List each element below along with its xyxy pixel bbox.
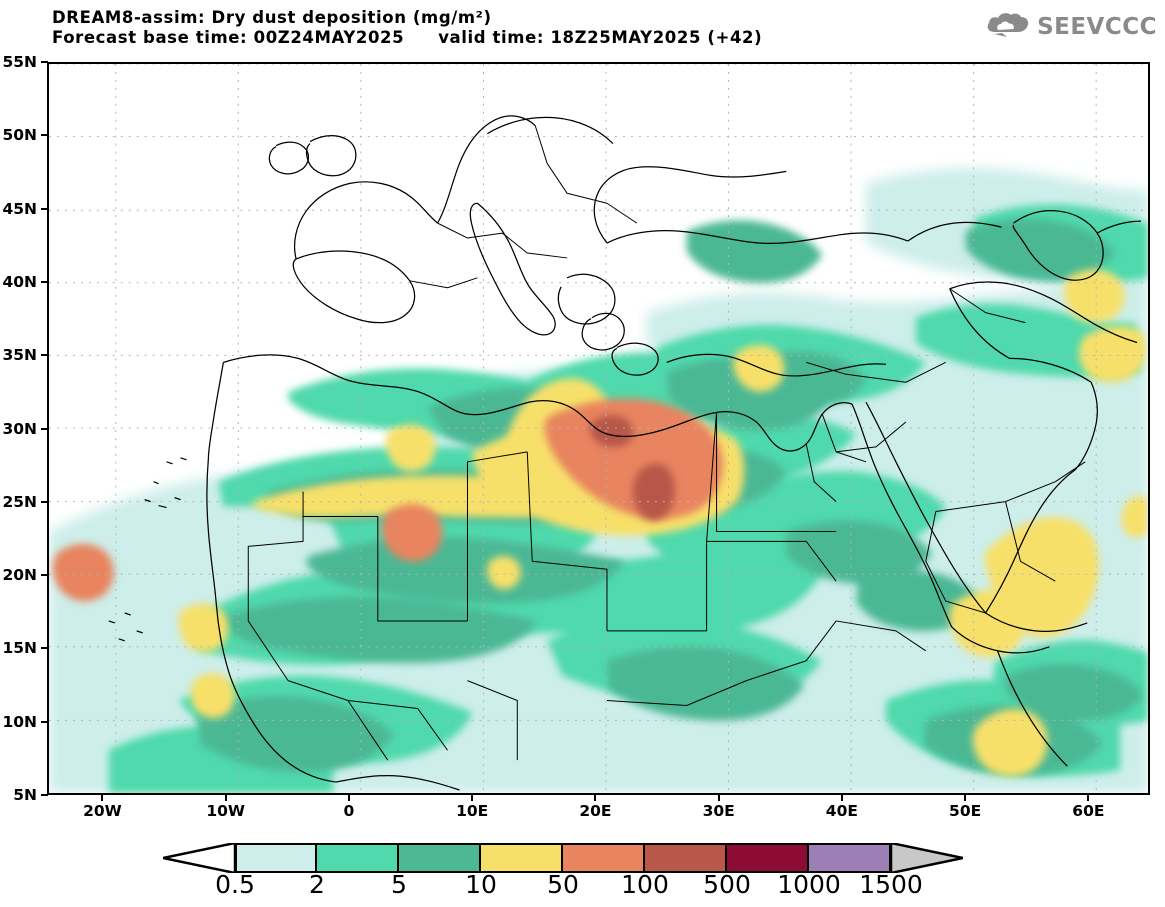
lat-tick-label-45N: 45N (2, 199, 37, 218)
lon-tick-label-40E: 40E (825, 802, 858, 820)
map-header: DREAM8-assim: Dry dust deposition (mg/m²… (52, 8, 952, 48)
colorbar-label-1500: 1500 (859, 870, 923, 899)
base-time-label: Forecast base time: (52, 28, 248, 47)
lon-tick-10E (471, 795, 474, 801)
lon-tick-10W (224, 795, 227, 801)
colorbar-label-10: 10 (465, 870, 497, 899)
lon-tick-label-30E: 30E (702, 802, 735, 820)
lat-tick-label-35N: 35N (2, 346, 37, 365)
lon-tick-60E (1087, 795, 1090, 801)
lat-tick-label-40N: 40N (2, 272, 37, 291)
valid-time-value: 18Z25MAY2025 (550, 28, 702, 47)
colorbar-swatch-5[interactable] (399, 843, 481, 873)
lon-tick-20W (101, 795, 104, 801)
lat-tick-label-15N: 15N (2, 639, 37, 658)
valid-time-label: valid time: (438, 28, 545, 47)
lat-tick-label-10N: 10N (2, 712, 37, 731)
lat-tick-label-25N: 25N (2, 492, 37, 511)
colorbar-labels: 0.5 2 5 10 50 100 500 1000 1500 (0, 870, 1165, 904)
coastlines-and-borders (108, 115, 1142, 791)
lat-tick-label-50N: 50N (2, 126, 37, 145)
colorbar-label-50: 50 (547, 870, 579, 899)
lat-tick-55N (41, 61, 48, 63)
lat-tick-35N (41, 354, 48, 357)
lon-tick-label-10W: 10W (206, 802, 246, 820)
lon-tick-50E (964, 795, 967, 801)
lon-tick-label-50E: 50E (949, 802, 982, 820)
lon-tick-label-60E: 60E (1072, 802, 1105, 820)
colorbar-label-5: 5 (391, 870, 407, 899)
colorbar-label-2: 2 (309, 870, 325, 899)
cloud-icon (985, 10, 1031, 44)
seevccc-logo: SEEVCCC (985, 10, 1157, 44)
lon-tick-label-20E: 20E (579, 802, 612, 820)
colorbar-swatch-2[interactable] (317, 843, 399, 873)
colorbar-swatch-100[interactable] (645, 843, 727, 873)
lat-tick-50N (41, 134, 48, 137)
lat-tick-5N (41, 794, 48, 796)
lat-tick-label-5N: 5N (13, 786, 37, 804)
lat-tick-label-55N: 55N (2, 53, 37, 71)
lat-tick-15N (41, 647, 48, 650)
forecast-time-line: Forecast base time: 00Z24MAY2025 valid ti… (52, 28, 952, 48)
contour-level-50 (52, 398, 723, 602)
colorbar[interactable] (163, 843, 963, 873)
colorbar-label-1000: 1000 (777, 870, 841, 899)
lon-tick-0 (347, 795, 350, 801)
map-plot-area[interactable] (47, 62, 1150, 795)
lon-tick-20E (594, 795, 597, 801)
colorbar-swatch-50[interactable] (563, 843, 645, 873)
colorbar-swatch-1000[interactable] (809, 843, 891, 873)
logo-text: SEEVCCC (1037, 14, 1157, 40)
lat-tick-label-20N: 20N (2, 566, 37, 585)
lat-tick-30N (41, 427, 48, 430)
lat-tick-40N (41, 280, 48, 283)
lon-tick-40E (840, 795, 843, 801)
lon-tick-label-10E: 10E (456, 802, 489, 820)
colorbar-label-100: 100 (621, 870, 669, 899)
colorbar-extend-high (891, 843, 963, 873)
colorbar-extend-low (163, 843, 235, 873)
colorbar-label-0.5: 0.5 (215, 870, 255, 899)
colorbar-swatch-0.5[interactable] (235, 843, 317, 873)
lat-tick-20N (41, 574, 48, 577)
lat-tick-25N (41, 500, 48, 503)
colorbar-swatch-500[interactable] (727, 843, 809, 873)
dust-deposition-map (49, 64, 1148, 793)
colorbar-swatch-10[interactable] (481, 843, 563, 873)
contour-level-100 (589, 415, 675, 521)
forecast-hour: (+42) (707, 28, 763, 47)
page-title: DREAM8-assim: Dry dust deposition (mg/m²… (52, 8, 492, 27)
lat-tick-label-30N: 30N (2, 419, 37, 438)
base-time-value: 00Z24MAY2025 (253, 28, 405, 47)
lon-tick-label-0: 0 (343, 802, 355, 820)
lon-tick-30E (717, 795, 720, 801)
colorbar-label-500: 500 (703, 870, 751, 899)
lon-tick-label-20W: 20W (83, 802, 122, 820)
lat-tick-10N (41, 720, 48, 723)
lat-tick-45N (41, 207, 48, 210)
